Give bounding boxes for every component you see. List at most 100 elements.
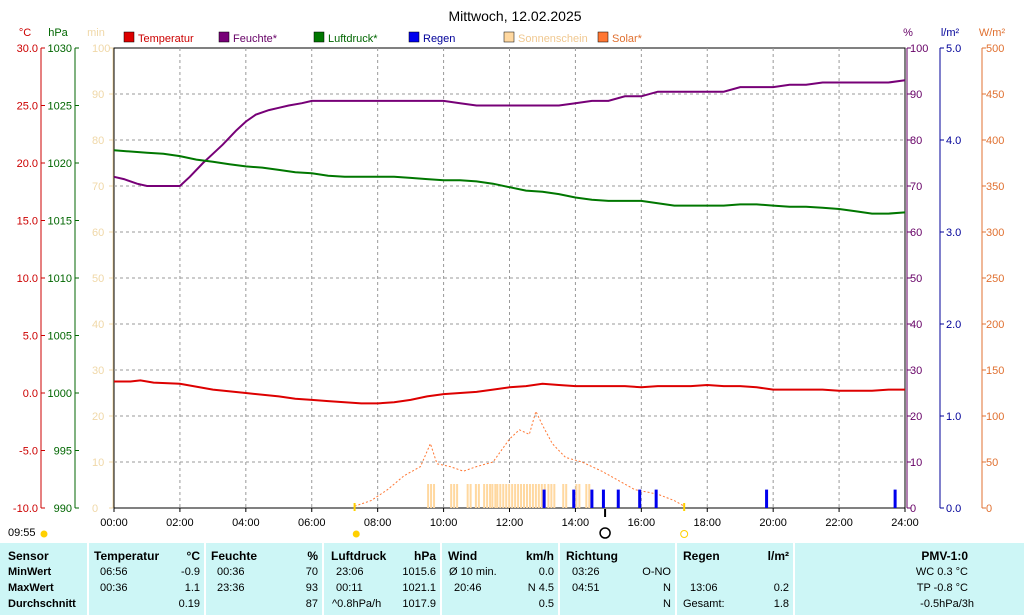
sunshine-bar	[433, 484, 436, 508]
series-solar-line	[354, 409, 685, 507]
sunshine-bar	[453, 484, 456, 508]
stats-wind-current: Ø 10 min. 0.0	[449, 566, 554, 578]
pressure-unit: hPa	[48, 27, 68, 39]
sunshine-bar	[496, 484, 499, 508]
minutes-tick-label: 20	[92, 411, 104, 423]
stats-sensor-col: Sensor MinWert MaxWert Durchschnitt	[0, 543, 87, 615]
sunshine-bar	[562, 484, 565, 508]
rain-tick-label: 0.0	[946, 503, 961, 515]
x-tick-label: 06:00	[298, 517, 326, 529]
stats-press-avg: ^0.8hPa/h 1017.9	[332, 598, 436, 610]
stats-pmv-tp: TP -0.8 °C	[916, 582, 968, 594]
temp-tick-label: 20.0	[17, 158, 38, 170]
grid	[114, 48, 905, 508]
solar-unit: W/m²	[979, 27, 1006, 39]
rain-bar	[654, 489, 658, 508]
solar-tick-label: 400	[986, 135, 1004, 147]
humidity-tick-label: 50	[910, 273, 922, 285]
sunshine-bar	[540, 484, 543, 508]
temp-tick-label: 30.0	[17, 43, 38, 55]
sunshine-bar	[474, 484, 477, 508]
pressure-tick-label: 1005	[48, 331, 72, 343]
temp-tick-label: 10.0	[17, 273, 38, 285]
x-axis: 00:00 02:00 04:00 06:00 08:00 10:00 12:00 14:00…	[100, 508, 919, 529]
sunshine-bar	[502, 484, 505, 508]
minutes-tick-label: 10	[92, 457, 104, 469]
stats-avg-label: Durchschnitt	[8, 598, 76, 610]
sunshine-bar	[534, 484, 537, 508]
stats-temp-col: Temperatur °C 06:56 -0.9 00:36 1.1 0.19	[89, 543, 204, 615]
sunshine-bar	[550, 484, 553, 508]
stats-wind-avg: 0.5	[538, 598, 554, 610]
sunshine-bar	[575, 484, 578, 508]
rain-tick-label: 3.0	[946, 227, 961, 239]
sunrise-icon	[352, 530, 360, 538]
weather-chart: Mittwoch, 12.02.2025 Temperatur Feuchte* L…	[13, 8, 1006, 539]
rain-bar	[542, 489, 546, 508]
sunshine-bar	[565, 484, 568, 508]
humidity-tick-label: 40	[910, 319, 922, 331]
stats-press-max: 00:11 1021.1	[336, 582, 436, 594]
stats-wind-max: 20:46 N 4.5	[454, 582, 554, 594]
solar-tick-label: 250	[986, 273, 1004, 285]
legend-label: Temperatur	[138, 33, 194, 45]
minutes-tick-label: 60	[92, 227, 104, 239]
minutes-tick-label: 50	[92, 273, 104, 285]
humidity-unit: %	[903, 27, 913, 39]
x-tick-label: 16:00	[628, 517, 656, 529]
solar-tick-label: 500	[986, 43, 1004, 55]
solar-tick-label: 100	[986, 411, 1004, 423]
stats-hum-max: 23:36 93	[217, 582, 318, 594]
pressure-tick-label: 1020	[48, 158, 72, 170]
current-time-dot	[40, 530, 48, 538]
y-axes: 30.025.020.015.010.05.00.0-5.0-10.010301…	[13, 43, 1004, 515]
sunshine-bar	[489, 484, 492, 508]
stats-wind-header: Wind km/h	[448, 549, 554, 563]
x-tick-label: 12:00	[496, 517, 524, 529]
sunshine-bar	[585, 484, 588, 508]
sunshine-bar	[528, 484, 531, 508]
stats-dir-max: 04:51 N	[572, 582, 671, 594]
stats-min-label: MinWert	[8, 566, 52, 578]
stats-pmv-trend: -0.5hPa/3h	[920, 598, 974, 610]
temp-tick-label: -5.0	[19, 446, 38, 458]
stats-dir-avg: N	[663, 598, 671, 610]
solar-tick-label: 300	[986, 227, 1004, 239]
sunshine-bar	[588, 484, 591, 508]
stats-dir-header: Richtung	[566, 549, 618, 563]
temp-tick-label: -10.0	[13, 503, 38, 515]
temp-tick-label: 5.0	[23, 331, 38, 343]
humidity-tick-label: 10	[910, 457, 922, 469]
minutes-tick-label: 70	[92, 181, 104, 193]
stats-press-min: 23:06 1015.6	[336, 566, 436, 578]
time-markers	[40, 503, 689, 539]
current-time-label: 09:55	[8, 527, 36, 539]
pressure-tick-label: 1025	[48, 101, 72, 113]
minutes-tick-label: 40	[92, 319, 104, 331]
x-tick-label: 08:00	[364, 517, 392, 529]
stats-dir-col: Richtung 03:26 O-NO 04:51 N N	[560, 543, 675, 615]
stats-temp-header: Temperatur °C	[94, 549, 200, 563]
x-tick-label: 24:00	[891, 517, 919, 529]
rain-tick-label: 4.0	[946, 135, 961, 147]
pressure-tick-label: 990	[54, 503, 72, 515]
stats-temp-avg: 0.19	[178, 598, 200, 610]
temp-unit: °C	[19, 27, 31, 39]
stats-hum-avg: 87	[305, 598, 318, 610]
sunshine-bar	[486, 484, 489, 508]
moon-icon	[599, 527, 611, 539]
legend-label: Sonnenschein	[518, 33, 588, 45]
sunshine-bar	[578, 484, 581, 508]
rain-bar	[572, 489, 576, 508]
stats-panel: Sensor MinWert MaxWert Durchschnitt Temp…	[0, 543, 1024, 615]
rain-tick-label: 5.0	[946, 43, 961, 55]
sunshine-bar	[537, 484, 540, 508]
sunshine-bar	[427, 484, 430, 508]
rain-tick-label: 2.0	[946, 319, 961, 331]
legend-swatch	[408, 31, 420, 43]
humidity-tick-label: 90	[910, 89, 922, 101]
legend-label: Luftdruck*	[328, 33, 378, 45]
x-tick-label: 22:00	[825, 517, 853, 529]
legend-swatch	[123, 31, 135, 43]
rain-bar	[590, 489, 594, 508]
